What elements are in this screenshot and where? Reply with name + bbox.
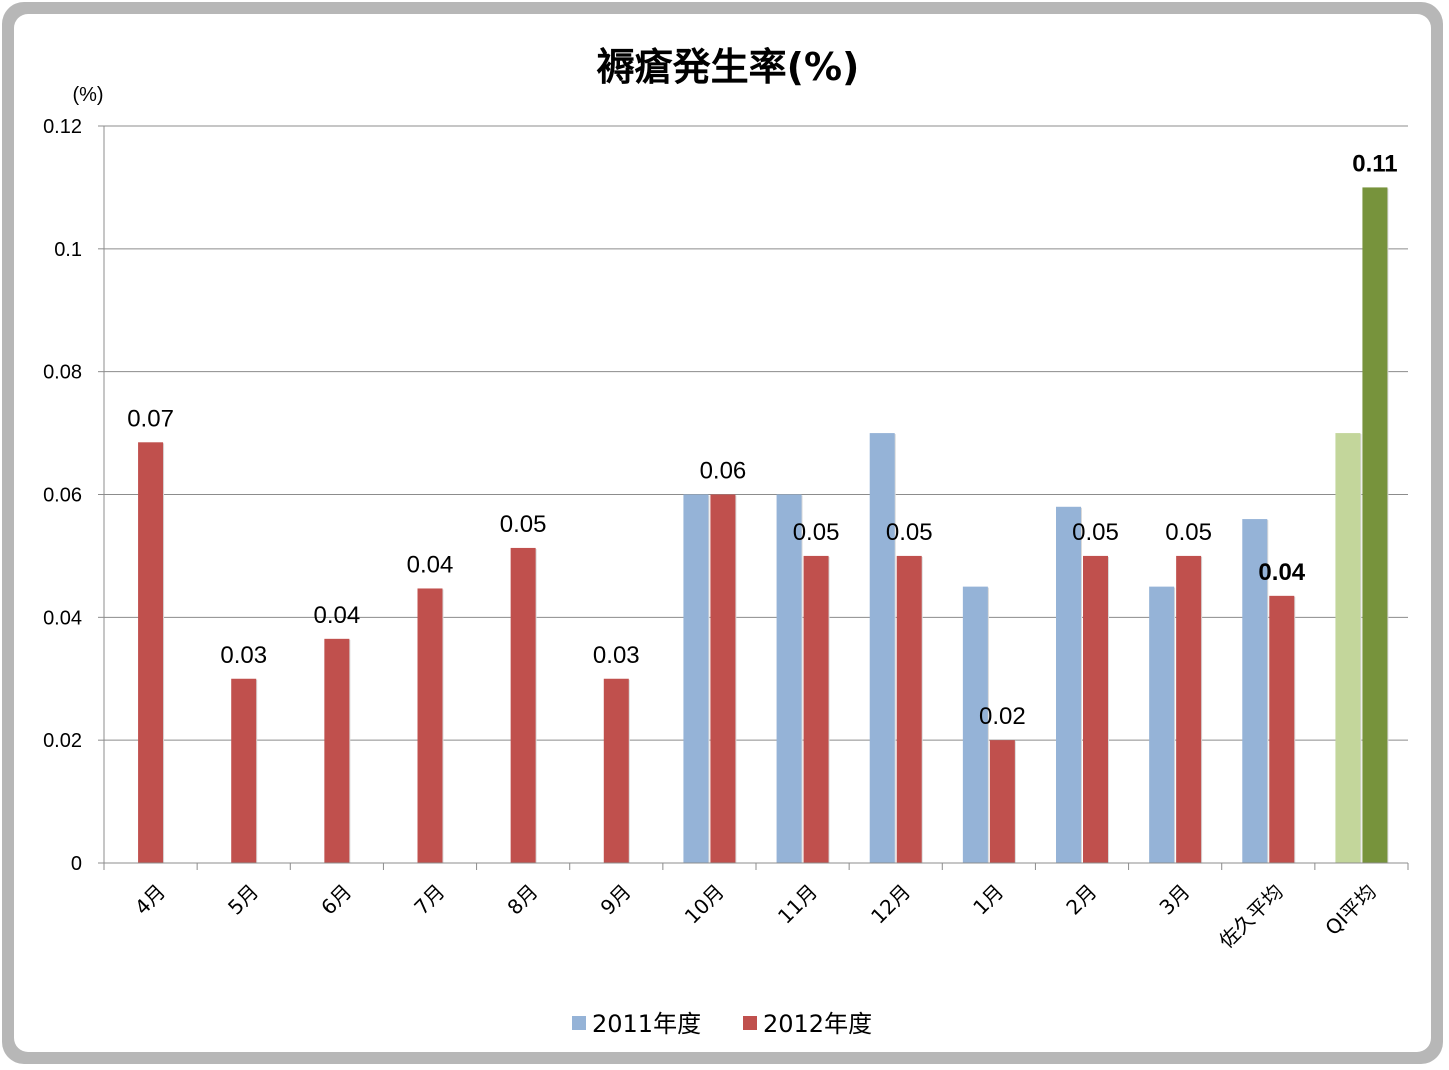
data-label: 0.05: [500, 511, 547, 538]
bar-2012: [1176, 555, 1202, 863]
bar-series: [138, 187, 1389, 863]
x-tick-label: 4月: [130, 879, 170, 919]
data-label: 0.07: [127, 405, 174, 432]
bar-2012: [803, 555, 829, 863]
y-tick-label: 0: [71, 853, 82, 875]
bar-2011: [1335, 433, 1361, 863]
bar-2012: [231, 678, 257, 863]
data-label: 0.04: [313, 602, 360, 629]
bar-2012: [417, 588, 443, 863]
x-tick-label: 8月: [502, 879, 542, 919]
x-tick-label: 2月: [1061, 879, 1101, 919]
bar-2011: [1056, 506, 1081, 863]
chart-title: 褥瘡発生率(%): [597, 45, 860, 89]
data-label: 0.05: [793, 519, 840, 546]
bar-2012: [603, 678, 629, 863]
x-tick-label: 5月: [223, 879, 263, 919]
x-tick-label: 9月: [596, 879, 636, 919]
bar-2012: [896, 555, 922, 863]
y-unit-label: (%): [72, 84, 103, 106]
legend-swatch: [572, 1016, 586, 1030]
x-tick-label: QI平均: [1320, 879, 1381, 940]
bar-2012: [1083, 555, 1108, 863]
data-label: 0.06: [700, 458, 747, 485]
data-label: 0.02: [979, 703, 1026, 730]
y-tick-label: 0.04: [43, 607, 82, 629]
y-tick-label: 0.1: [54, 239, 82, 261]
x-tick-label: 1月: [968, 879, 1008, 919]
data-label: 0.03: [220, 642, 267, 669]
bar-2012: [138, 442, 164, 863]
bar-2011: [869, 433, 895, 863]
bar-2012: [1362, 187, 1388, 863]
legend-label: 2012年度: [763, 1010, 872, 1038]
bar-2011: [1149, 586, 1175, 863]
x-tick-label: 佐久平均: [1214, 879, 1288, 953]
bar-2011: [962, 586, 988, 863]
data-label: 0.04: [407, 551, 454, 578]
data-labels: 0.07 0.03 0.04 0.04 0.05 0.03 0.06 0.05 0.05 0.02…: [127, 150, 1397, 730]
bar-2011: [683, 494, 709, 863]
data-label: 0.04: [1258, 559, 1305, 586]
bar-2012: [1269, 595, 1295, 863]
bar-2011: [1242, 519, 1268, 863]
data-label: 0.11: [1352, 150, 1397, 177]
data-label: 0.03: [593, 642, 640, 669]
bar-2011: [776, 494, 802, 863]
bar-2012: [989, 740, 1015, 863]
bar-2012: [324, 638, 350, 863]
data-label: 0.05: [886, 519, 933, 546]
data-label: 0.05: [1165, 519, 1212, 546]
x-tick-label: 7月: [409, 879, 449, 919]
legend-label: 2011年度: [592, 1010, 701, 1038]
bar-2012: [510, 547, 536, 863]
y-tick-label: 0.06: [43, 485, 82, 507]
legend: 2011年度 2012年度: [572, 1010, 872, 1038]
legend-swatch: [743, 1016, 757, 1030]
x-tick-label: 6月: [316, 879, 356, 919]
gridlines: [98, 125, 1408, 864]
axes: [103, 126, 1409, 870]
bar-2012: [710, 494, 736, 863]
data-label: 0.05: [1072, 519, 1119, 546]
y-axis-ticks: 0 0.02 0.04 0.06 0.08 0.1 0.12: [43, 116, 82, 875]
y-tick-label: 0.02: [43, 730, 82, 752]
y-tick-label: 0.08: [43, 362, 82, 384]
x-tick-label: 11月: [773, 879, 822, 928]
x-tick-label: 12月: [866, 879, 915, 928]
x-tick-label: 10月: [680, 879, 729, 928]
x-axis-labels: 4月 5月 6月 7月 8月 9月 10月 11月 12月 1月 2月 3月 佐久平均 QI平均: [130, 879, 1381, 953]
y-tick-label: 0.12: [43, 116, 82, 138]
x-tick-label: 3月: [1154, 879, 1194, 919]
